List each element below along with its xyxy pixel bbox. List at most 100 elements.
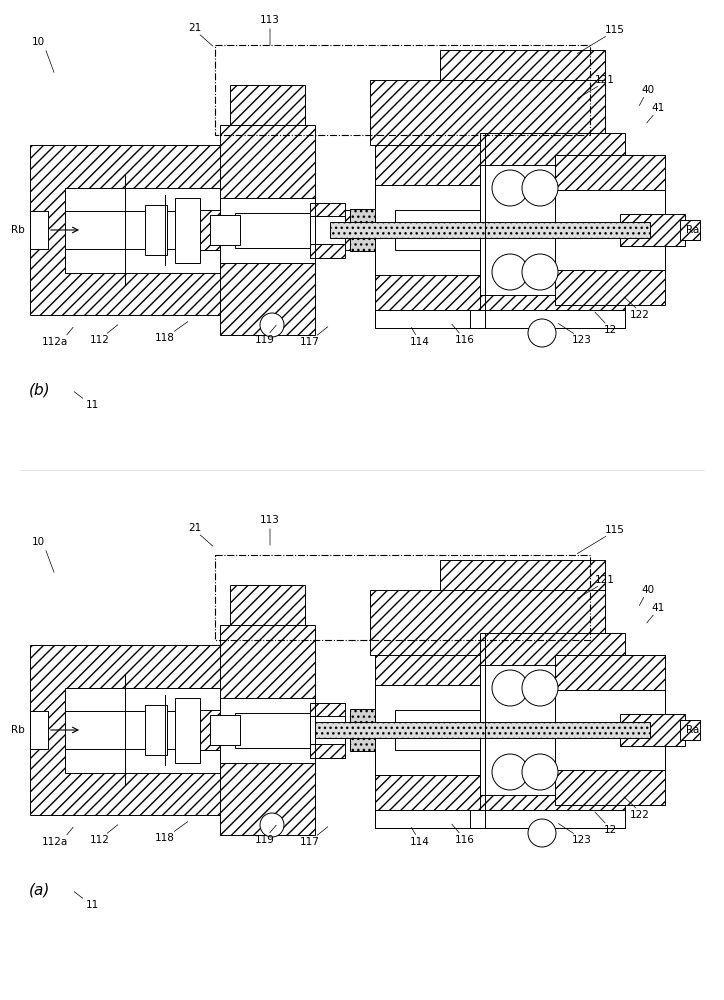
Circle shape	[522, 254, 558, 290]
Bar	[680, 220, 700, 240]
Text: 112a: 112a	[42, 337, 68, 347]
Bar	[215, 45, 590, 135]
Text: 41: 41	[652, 603, 665, 613]
Bar	[215, 555, 590, 640]
Bar	[440, 560, 605, 590]
Bar	[350, 209, 378, 251]
Bar	[315, 722, 650, 738]
Bar	[65, 211, 225, 249]
Circle shape	[260, 313, 284, 337]
Bar	[620, 714, 685, 746]
Circle shape	[492, 170, 528, 206]
Text: 121: 121	[595, 575, 615, 585]
Text: 117: 117	[300, 337, 320, 347]
Text: Rb: Rb	[11, 225, 25, 235]
Bar	[235, 713, 315, 748]
Text: 118: 118	[155, 833, 175, 843]
Text: 113: 113	[260, 15, 280, 25]
Text: 116: 116	[455, 835, 475, 845]
Text: 113: 113	[260, 515, 280, 525]
Circle shape	[492, 254, 528, 290]
Bar	[370, 80, 605, 145]
Text: 122: 122	[630, 310, 650, 320]
Text: 10: 10	[31, 537, 45, 547]
Bar	[370, 590, 605, 655]
Text: (a): (a)	[29, 882, 51, 898]
Bar	[375, 310, 485, 328]
Text: 119: 119	[255, 835, 275, 845]
Text: (b): (b)	[29, 382, 51, 397]
Text: 121: 121	[595, 75, 615, 85]
Bar	[620, 214, 685, 246]
Bar	[310, 703, 345, 758]
Circle shape	[528, 819, 556, 847]
Bar	[375, 685, 485, 775]
Bar	[440, 50, 605, 80]
Bar	[65, 188, 225, 273]
Bar	[480, 133, 625, 328]
Bar	[375, 633, 485, 828]
Bar	[145, 205, 167, 255]
Bar	[680, 720, 700, 740]
Bar	[210, 715, 240, 745]
Circle shape	[528, 319, 556, 347]
Text: Ra: Ra	[686, 225, 699, 235]
Bar	[180, 210, 360, 250]
Bar	[310, 716, 345, 744]
Text: 123: 123	[572, 835, 592, 845]
Text: 10: 10	[31, 37, 45, 47]
Circle shape	[522, 170, 558, 206]
Bar	[235, 213, 315, 248]
Bar	[30, 145, 225, 315]
Bar	[220, 198, 315, 263]
Bar	[30, 211, 48, 249]
Text: 122: 122	[630, 810, 650, 820]
Text: 12: 12	[603, 325, 617, 335]
Bar	[310, 203, 345, 258]
Bar	[220, 125, 315, 335]
Text: 11: 11	[85, 900, 98, 910]
Circle shape	[522, 754, 558, 790]
Bar	[30, 645, 225, 815]
Text: 119: 119	[255, 335, 275, 345]
Bar	[375, 185, 485, 275]
Bar	[555, 690, 665, 770]
Text: 41: 41	[652, 103, 665, 113]
Text: 115: 115	[605, 25, 625, 35]
Text: 123: 123	[572, 335, 592, 345]
Bar	[480, 633, 625, 828]
Bar	[395, 210, 505, 250]
Bar	[470, 310, 625, 328]
Bar	[555, 155, 665, 305]
Circle shape	[492, 754, 528, 790]
Text: Ra: Ra	[686, 725, 699, 735]
Text: 12: 12	[603, 825, 617, 835]
Bar	[65, 711, 225, 749]
Bar	[175, 198, 200, 263]
Bar	[480, 665, 625, 795]
Bar	[145, 705, 167, 755]
Text: 40: 40	[641, 85, 654, 95]
Text: 40: 40	[641, 585, 654, 595]
Bar	[350, 709, 378, 751]
Text: 117: 117	[300, 837, 320, 847]
Bar	[230, 585, 305, 625]
Text: 112: 112	[90, 335, 110, 345]
Bar	[195, 710, 340, 750]
Bar	[375, 133, 485, 328]
Bar	[65, 688, 225, 773]
Text: 114: 114	[410, 337, 430, 347]
Bar	[210, 215, 240, 245]
Text: 21: 21	[188, 23, 201, 33]
Circle shape	[260, 813, 284, 837]
Bar	[470, 810, 625, 828]
Bar	[555, 190, 665, 270]
Text: Rb: Rb	[11, 725, 25, 735]
Text: 112a: 112a	[42, 837, 68, 847]
Text: 118: 118	[155, 333, 175, 343]
Text: 112: 112	[90, 835, 110, 845]
Circle shape	[522, 670, 558, 706]
Bar	[30, 711, 48, 749]
Text: 114: 114	[410, 837, 430, 847]
Bar	[230, 85, 305, 125]
